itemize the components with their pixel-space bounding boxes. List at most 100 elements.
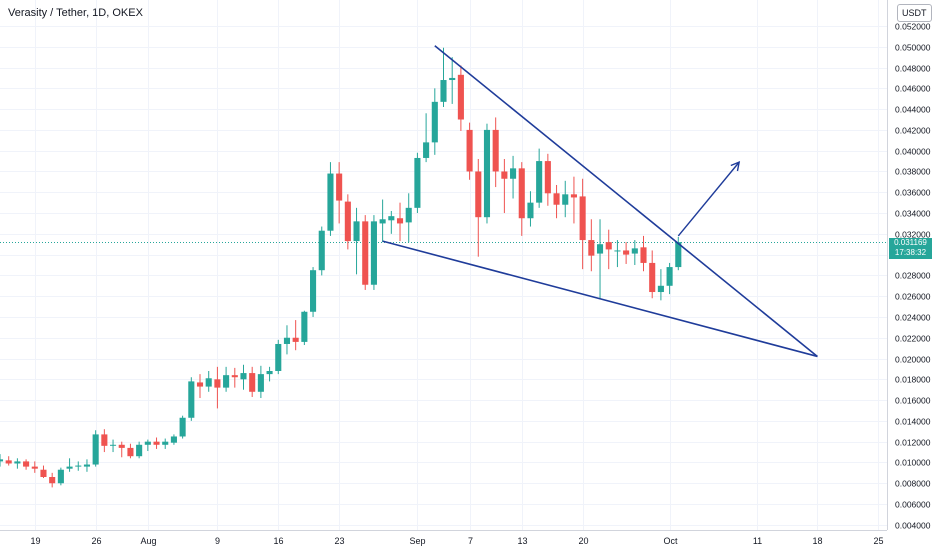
candle bbox=[414, 152, 421, 214]
y-tick-label: 0.042000 bbox=[895, 126, 931, 136]
candle bbox=[327, 162, 334, 236]
candle bbox=[596, 219, 604, 299]
candle-body bbox=[249, 373, 256, 392]
candle-body bbox=[596, 244, 604, 254]
candle-body bbox=[570, 194, 577, 198]
candle-body bbox=[440, 80, 447, 102]
candle-body bbox=[414, 157, 421, 208]
candle bbox=[275, 339, 282, 375]
current-price-label: 0.031169 17:38:32 bbox=[889, 238, 932, 259]
candle bbox=[118, 441, 125, 458]
candle-body bbox=[483, 129, 491, 218]
candle bbox=[0, 454, 4, 467]
candle-body bbox=[101, 434, 108, 446]
candle bbox=[57, 467, 64, 486]
y-tick-label: 0.038000 bbox=[895, 167, 931, 177]
trendline-lower bbox=[382, 240, 818, 358]
candle bbox=[310, 267, 317, 317]
candle-body bbox=[370, 221, 377, 285]
y-tick-label: 0.024000 bbox=[895, 313, 931, 323]
candle-body bbox=[110, 444, 117, 446]
candle-body bbox=[449, 77, 456, 81]
y-tick-label: 0.012000 bbox=[895, 438, 931, 448]
candle bbox=[336, 162, 343, 224]
candle-body bbox=[275, 343, 282, 371]
candle-body bbox=[223, 375, 230, 388]
candle-body bbox=[327, 173, 334, 231]
y-tick-label: 0.032000 bbox=[895, 230, 931, 240]
candle bbox=[344, 194, 351, 250]
pattern-layer bbox=[382, 45, 818, 358]
time-axis[interactable]: 19 26 Aug 9 16 23 Sep 7 13 20 Oct 11 18 25 bbox=[0, 530, 887, 547]
y-tick-label: 0.050000 bbox=[895, 43, 931, 53]
candle bbox=[101, 429, 108, 453]
candle-body bbox=[527, 202, 534, 219]
candle bbox=[362, 215, 369, 290]
y-tick-label: 0.018000 bbox=[895, 375, 931, 385]
candle bbox=[318, 226, 325, 276]
candle-body bbox=[501, 171, 508, 179]
candle-body bbox=[257, 374, 264, 392]
candle bbox=[205, 371, 212, 392]
candle bbox=[666, 262, 673, 295]
candle bbox=[536, 148, 543, 208]
candle bbox=[83, 459, 91, 472]
y-tick-label: 0.034000 bbox=[895, 209, 931, 219]
candle-body bbox=[510, 168, 517, 179]
candle bbox=[388, 210, 395, 234]
candle-body bbox=[205, 378, 212, 387]
candle-body bbox=[457, 74, 464, 120]
candle bbox=[553, 184, 560, 219]
candle bbox=[196, 374, 204, 399]
candle bbox=[170, 434, 177, 445]
candle-body bbox=[57, 469, 64, 484]
candle-body bbox=[23, 461, 30, 467]
price-axis-bg bbox=[887, 0, 932, 550]
candle bbox=[40, 465, 47, 479]
x-tick-label: 25 bbox=[873, 536, 883, 546]
x-tick-label: 18 bbox=[812, 536, 822, 546]
candle-body bbox=[379, 219, 386, 224]
candle-body bbox=[5, 460, 12, 464]
y-tick-label: 0.004000 bbox=[895, 521, 931, 531]
candle bbox=[527, 191, 534, 227]
candle-body bbox=[318, 230, 325, 271]
candle bbox=[188, 377, 195, 421]
candle bbox=[466, 122, 473, 180]
candle-body bbox=[301, 311, 308, 342]
x-tick-label: Sep bbox=[409, 536, 425, 546]
candle-body bbox=[396, 218, 404, 224]
candle-body bbox=[336, 173, 343, 201]
candle bbox=[379, 199, 386, 243]
candle bbox=[162, 438, 169, 449]
candle bbox=[640, 235, 647, 272]
candle-body bbox=[675, 242, 682, 268]
bar-countdown: 17:38:32 bbox=[894, 248, 927, 257]
candle bbox=[292, 320, 299, 351]
candle-body bbox=[144, 441, 151, 445]
candle-body bbox=[666, 267, 673, 286]
y-tick-label: 0.052000 bbox=[895, 22, 931, 32]
x-tick-label: 11 bbox=[753, 536, 762, 546]
candle bbox=[579, 178, 586, 270]
candle-body bbox=[92, 434, 99, 465]
candle-body bbox=[657, 285, 664, 293]
candle bbox=[66, 458, 73, 472]
x-tick-label: 16 bbox=[273, 536, 283, 546]
candle bbox=[405, 193, 412, 243]
candle bbox=[257, 365, 264, 399]
candle-body bbox=[66, 466, 73, 469]
currency-badge[interactable]: USDT bbox=[897, 4, 932, 22]
candle bbox=[75, 461, 82, 471]
y-tick-label: 0.014000 bbox=[895, 417, 931, 427]
x-tick-label: 7 bbox=[468, 536, 473, 546]
candle-body bbox=[649, 262, 656, 293]
candle-body bbox=[640, 247, 647, 263]
candle bbox=[501, 159, 508, 214]
trendline-upper bbox=[434, 45, 818, 358]
price-axis[interactable]: 0.004000 0.006000 0.008000 0.010000 0.012000… bbox=[887, 0, 932, 550]
candle-body bbox=[492, 129, 499, 172]
candle bbox=[492, 117, 499, 188]
candle bbox=[475, 159, 482, 257]
